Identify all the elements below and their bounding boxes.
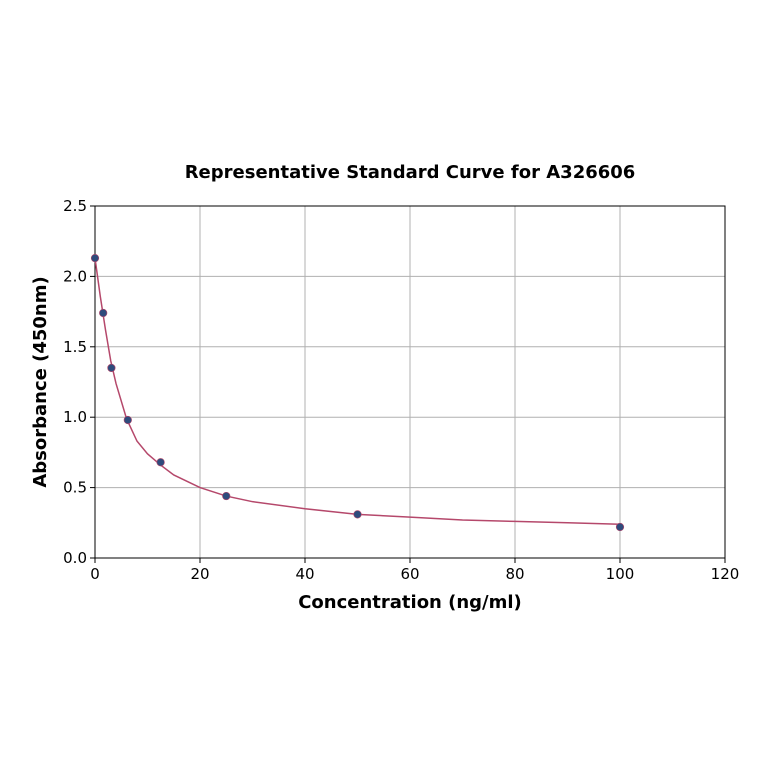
y-axis-label: Absorbance (450nm) <box>30 276 51 487</box>
data-point <box>99 308 108 318</box>
y-tick-label: 1.5 <box>63 338 87 356</box>
data-point <box>90 253 100 263</box>
x-axis-label: Concentration (ng/ml) <box>298 592 522 613</box>
x-tick-label: 120 <box>711 565 740 583</box>
x-tick-label: 100 <box>606 565 635 583</box>
y-tick-label: 0.0 <box>63 549 87 567</box>
x-tick-label: 40 <box>295 565 314 583</box>
x-tick-label: 20 <box>190 565 209 583</box>
y-tick-label: 2.5 <box>63 197 87 215</box>
data-point <box>156 458 165 467</box>
data-point <box>107 363 116 373</box>
data-point <box>615 522 625 532</box>
chart-title: Representative Standard Curve for A32660… <box>185 162 636 183</box>
data-point <box>123 415 132 425</box>
y-tick-label: 2.0 <box>63 267 87 285</box>
data-point <box>353 510 362 519</box>
x-tick-label: 0 <box>90 565 100 583</box>
plot-frame <box>94 205 726 559</box>
y-tick-label: 0.5 <box>63 479 87 497</box>
x-tick-label: 80 <box>505 565 524 583</box>
fit-curve <box>94 257 621 525</box>
x-tick-label: 60 <box>400 565 419 583</box>
y-tick-label: 1.0 <box>63 408 87 426</box>
data-point <box>222 491 231 501</box>
